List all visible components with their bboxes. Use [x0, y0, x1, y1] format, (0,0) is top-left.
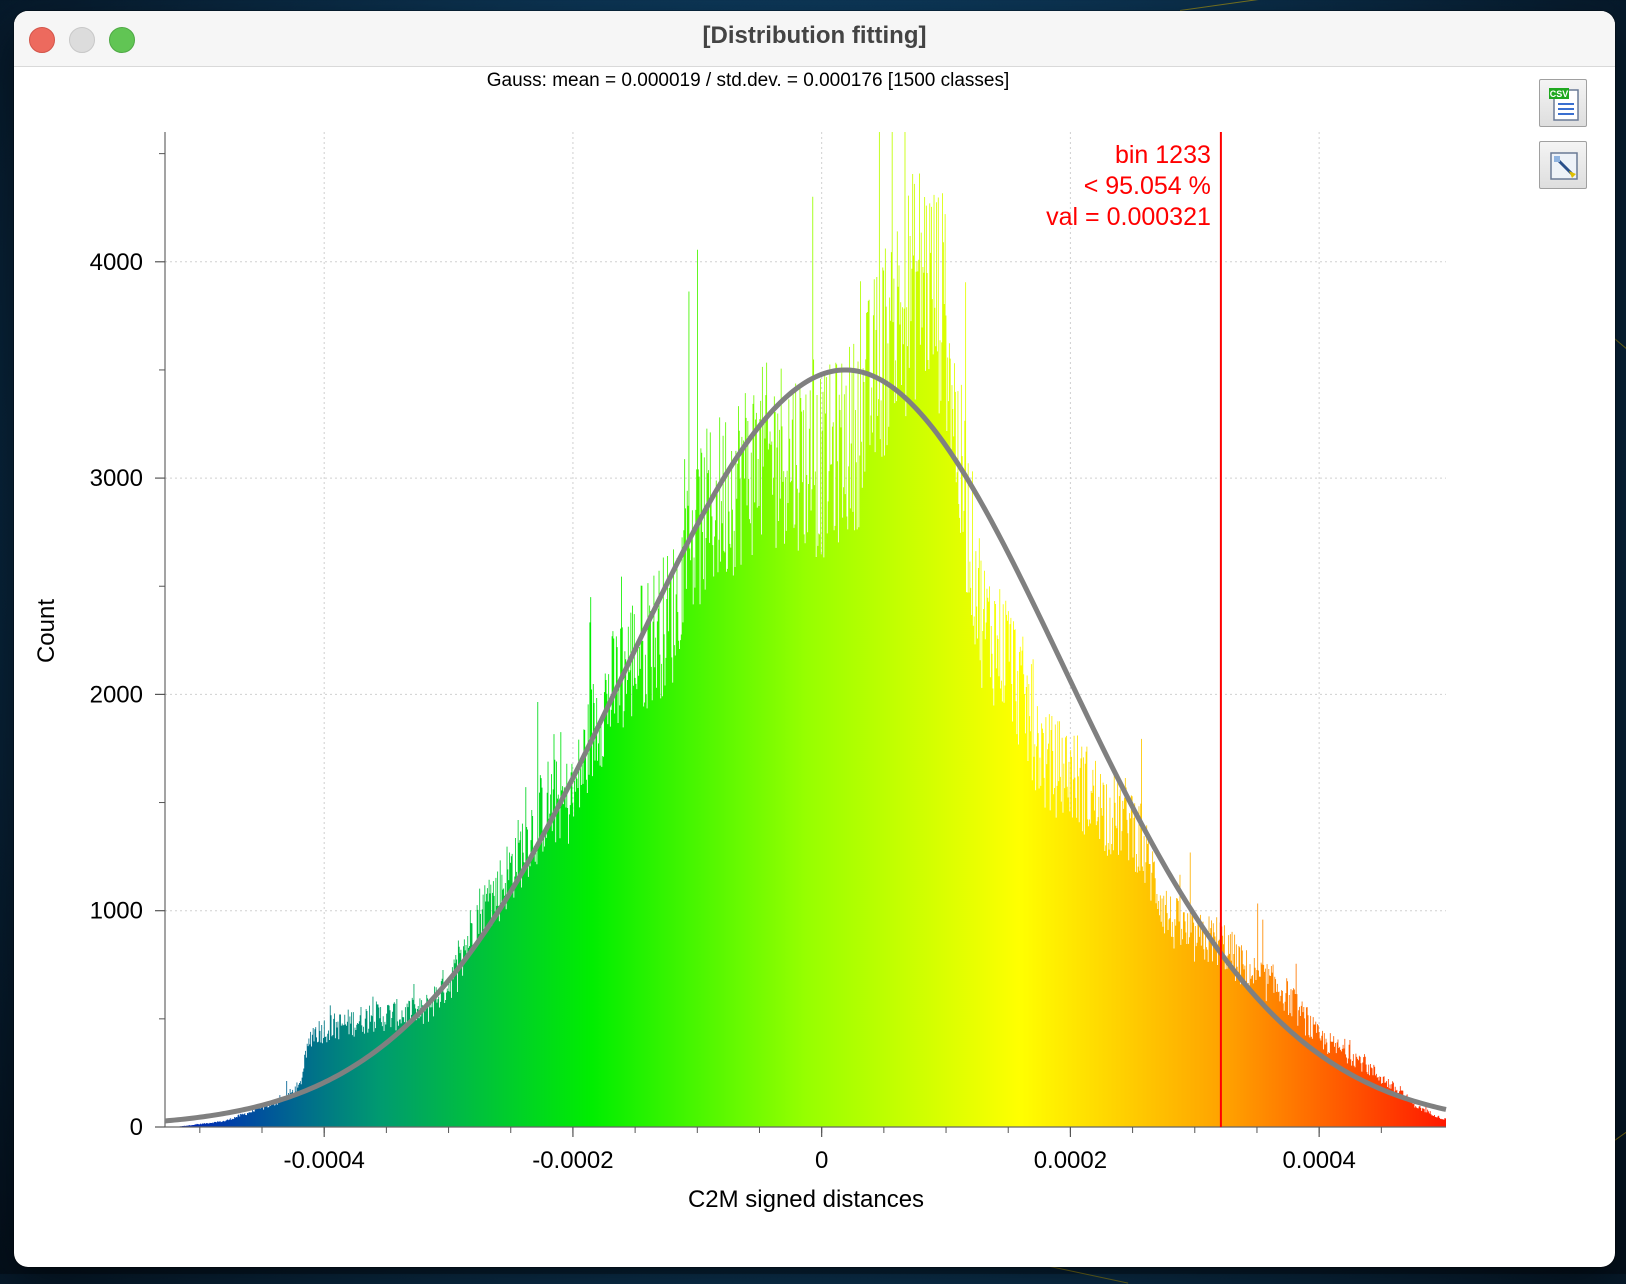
y-tick-label: 1000	[90, 898, 143, 925]
close-window-button[interactable]	[29, 27, 55, 53]
export-image-button[interactable]	[1539, 141, 1587, 189]
y-tick-label: 4000	[90, 249, 143, 276]
x-tick-label: -0.0004	[283, 1147, 364, 1174]
image-export-icon	[1550, 152, 1578, 180]
x-tick-label: 0.0002	[1034, 1147, 1107, 1174]
histogram-bars	[165, 132, 1446, 1127]
svg-text:CSV: CSV	[1550, 89, 1569, 99]
gauss-fit-curve	[164, 367, 1447, 1124]
x-tick-label: 0	[815, 1147, 828, 1174]
y-axis-label: Count	[33, 599, 60, 663]
x-tick-label: 0.0004	[1282, 1147, 1355, 1174]
marker-percent-label: < 95.054 %	[1084, 172, 1211, 200]
marker-bin-label: bin 1233	[1115, 141, 1211, 169]
percentile-marker: bin 1233 < 95.054 % val = 0.000321	[1046, 132, 1222, 1127]
zoom-window-button[interactable]	[109, 27, 135, 53]
axes: 0 1000 2000 3000 4000 -0.0004 -0.0002 0 0.0002 0.…	[90, 132, 1446, 1174]
window-title: [Distribution fitting]	[702, 22, 927, 49]
title-bar[interactable]: [Distribution fitting]	[14, 11, 1615, 67]
marker-value-label: val = 0.000321	[1046, 203, 1211, 231]
export-csv-button[interactable]: CSV	[1539, 79, 1587, 127]
x-tick-label: -0.0002	[532, 1147, 613, 1174]
csv-export-icon: CSV	[1549, 88, 1579, 121]
histogram-chart[interactable]: 0 1000 2000 3000 4000 -0.0004 -0.0002 0 0.0002 0.…	[14, 11, 1615, 1267]
distribution-fitting-window: [Distribution fitting] CSV 0 1000 2000 3000…	[14, 11, 1615, 1267]
gauss-fit	[164, 367, 1447, 1124]
x-axis-label: C2M signed distances	[688, 1186, 924, 1213]
y-tick-label: 0	[130, 1114, 143, 1141]
histogram-area	[165, 132, 1446, 1127]
y-tick-label: 2000	[90, 681, 143, 708]
chart-subtitle: Gauss: mean = 0.000019 / std.dev. = 0.00…	[487, 70, 1010, 91]
minimize-window-button[interactable]	[69, 27, 95, 53]
y-tick-label: 3000	[90, 465, 143, 492]
